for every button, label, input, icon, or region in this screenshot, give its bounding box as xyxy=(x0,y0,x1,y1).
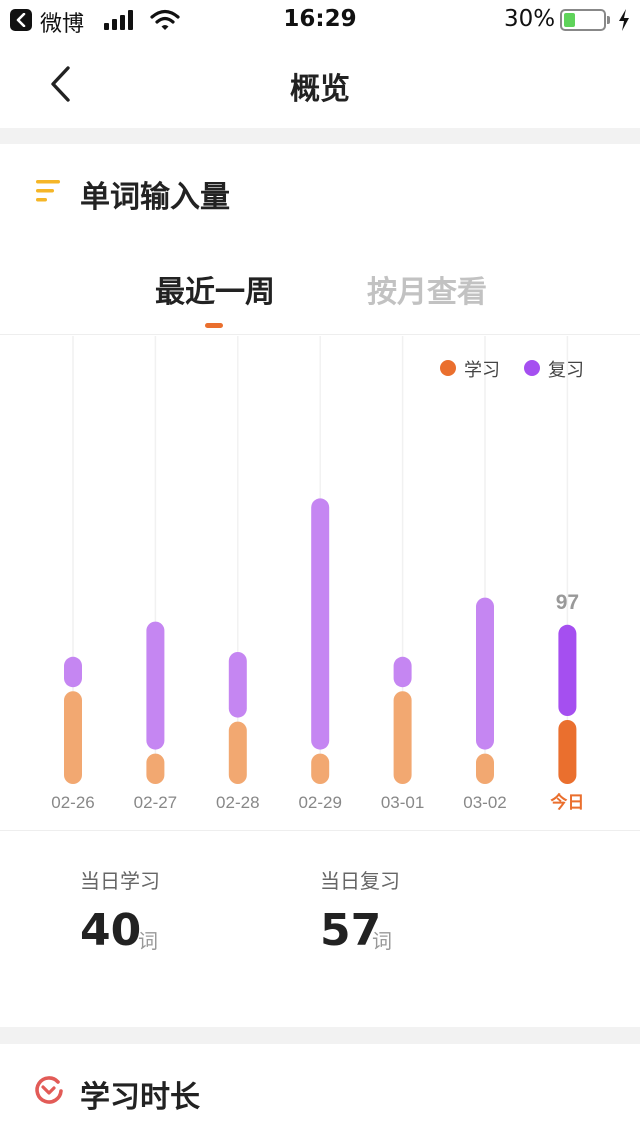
bar-learn[interactable] xyxy=(228,721,247,784)
bar-review[interactable] xyxy=(558,624,577,716)
range-tabs: 最近一周 按月查看 xyxy=(0,255,640,335)
stat-review-label: 当日复习 xyxy=(320,869,400,893)
legend-dot-review xyxy=(524,360,540,376)
x-tick-label: 02-29 xyxy=(298,793,341,812)
x-tick-label: 03-02 xyxy=(463,793,506,812)
chevron-left-icon[interactable] xyxy=(40,62,84,106)
x-tick-label: 02-26 xyxy=(51,793,94,812)
legend-dot-learn xyxy=(440,360,456,376)
battery-percent: 30% xyxy=(504,6,556,32)
stat-review-value: 57 xyxy=(320,905,382,956)
status-bar: 微博 16:29 30% xyxy=(0,0,640,40)
clock-gauge-icon xyxy=(35,1076,63,1104)
bar-review[interactable] xyxy=(228,652,247,718)
charging-icon xyxy=(619,9,629,31)
x-tick-label: 今日 xyxy=(550,792,584,812)
bar-review[interactable] xyxy=(476,597,494,750)
data-label: 97 xyxy=(556,591,579,614)
nav-bar: 概览 xyxy=(0,40,640,128)
bar-review[interactable] xyxy=(393,656,412,688)
bar-review[interactable] xyxy=(311,498,330,750)
stat-learn-value: 40 xyxy=(80,905,142,956)
bar-learn[interactable] xyxy=(558,720,577,784)
words-bar-chart: 02-26 02-27 02-28 02-29 03-01 03-02 今日 97 学习 复习 xyxy=(0,336,640,830)
stat-review: 当日复习 57 词 xyxy=(320,831,560,1027)
wifi-icon xyxy=(150,9,180,30)
legend-label-learn: 学习 xyxy=(464,360,500,381)
page-title: 概览 xyxy=(290,72,350,107)
back-app-name[interactable]: 微博 xyxy=(40,12,85,37)
chart-canvas: 02-26 02-27 02-28 02-29 03-01 03-02 今日 97 xyxy=(51,336,584,812)
bar-learn[interactable] xyxy=(311,753,330,784)
tab-by-month[interactable]: 按月查看 xyxy=(367,275,487,310)
chart-divider xyxy=(0,830,640,831)
time-section-header: 学习时长 xyxy=(0,1044,640,1136)
battery-icon xyxy=(560,9,606,31)
signal-icon xyxy=(104,10,133,30)
words-section-title: 单词输入量 xyxy=(80,180,230,215)
bar-review[interactable] xyxy=(64,656,82,688)
legend-label-review: 复习 xyxy=(548,360,584,381)
bar-learn[interactable] xyxy=(476,753,494,784)
x-tick-label: 02-27 xyxy=(134,793,177,812)
tabs-divider xyxy=(0,334,640,335)
battery-cap xyxy=(607,16,610,24)
bar-review[interactable] xyxy=(146,621,165,750)
battery-level xyxy=(564,13,576,27)
list-lines-icon xyxy=(36,180,60,202)
x-tick-label: 03-01 xyxy=(381,793,424,812)
stat-learn-unit: 词 xyxy=(138,929,158,953)
x-tick-label: 02-28 xyxy=(216,793,259,812)
active-tab-indicator xyxy=(205,323,223,328)
words-section-header: 单词输入量 xyxy=(0,150,640,230)
status-time: 16:29 xyxy=(283,6,357,32)
stat-review-unit: 词 xyxy=(372,929,392,953)
bar-learn[interactable] xyxy=(64,691,82,784)
bar-learn[interactable] xyxy=(393,691,412,784)
stat-learn-label: 当日学习 xyxy=(80,869,160,893)
bar-learn[interactable] xyxy=(146,753,165,784)
back-to-app-icon[interactable] xyxy=(10,9,32,31)
time-section-title: 学习时长 xyxy=(80,1080,200,1115)
tab-recent-week[interactable]: 最近一周 xyxy=(155,275,275,310)
daily-stats: 当日学习 40 词 当日复习 57 词 xyxy=(0,831,640,1027)
stat-learn: 当日学习 40 词 xyxy=(80,831,320,1027)
section-divider xyxy=(0,1027,640,1044)
section-divider xyxy=(0,128,640,144)
